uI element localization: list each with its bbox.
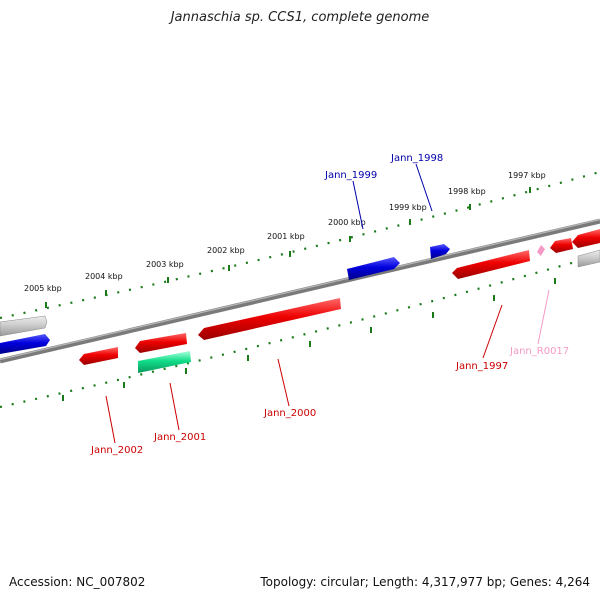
gene-arrow-jann-2000	[198, 298, 341, 340]
gene-arrow-jann-1997	[452, 250, 530, 279]
kbp-label: 2000 kbp	[328, 218, 366, 227]
gene-label-jann-2002: Jann_2002	[90, 445, 143, 456]
gene-arrow-blue	[0, 334, 50, 354]
gene-arrow-red	[135, 333, 187, 353]
kbp-label: 2003 kbp	[146, 260, 184, 269]
genome-backbone	[0, 218, 600, 364]
gene-leader-lines	[105, 163, 550, 444]
gene-arrow-jann-1998	[430, 244, 450, 259]
gene-label-jann-2000: Jann_2000	[263, 408, 316, 419]
gene-label-jann-1998: Jann_1998	[390, 153, 443, 164]
kbp-label: 2002 kbp	[207, 246, 245, 255]
kbp-label: 2004 kbp	[85, 272, 123, 281]
genome-title: Jannaschia sp. CCS1, complete genome	[170, 10, 430, 25]
kbp-label: 1998 kbp	[448, 187, 486, 196]
outer-major-ticks	[45, 187, 531, 308]
genome-summary-text: Topology: circular; Length: 4,317,977 bp…	[260, 575, 590, 589]
gene-label-jann-r0017: Jann_R0017	[509, 346, 569, 357]
gene-arrow-jann-1999	[347, 257, 400, 280]
outer-tick-track	[0, 170, 600, 320]
kbp-label: 1999 kbp	[389, 203, 427, 212]
gene-arrow-red	[550, 238, 573, 253]
gene-arrow-jann-r0017	[537, 245, 545, 256]
kbp-label: 2005 kbp	[24, 284, 62, 293]
gene-arrow-red	[572, 229, 600, 248]
kbp-label: 1997 kbp	[508, 171, 546, 180]
gene-arrow-gray	[577, 249, 600, 268]
accession-text: Accession: NC_007802	[9, 575, 146, 589]
inner-major-ticks	[62, 278, 556, 401]
gene-arrow-gray	[0, 315, 48, 337]
gene-label-jann-2001: Jann_2001	[153, 432, 206, 443]
kbp-label: 2001 kbp	[267, 232, 305, 241]
gene-arrow-green	[138, 351, 191, 373]
gene-arrow-red	[79, 347, 118, 365]
gene-label-jann-1997: Jann_1997	[455, 361, 508, 372]
gene-label-jann-1999: Jann_1999	[324, 170, 377, 181]
